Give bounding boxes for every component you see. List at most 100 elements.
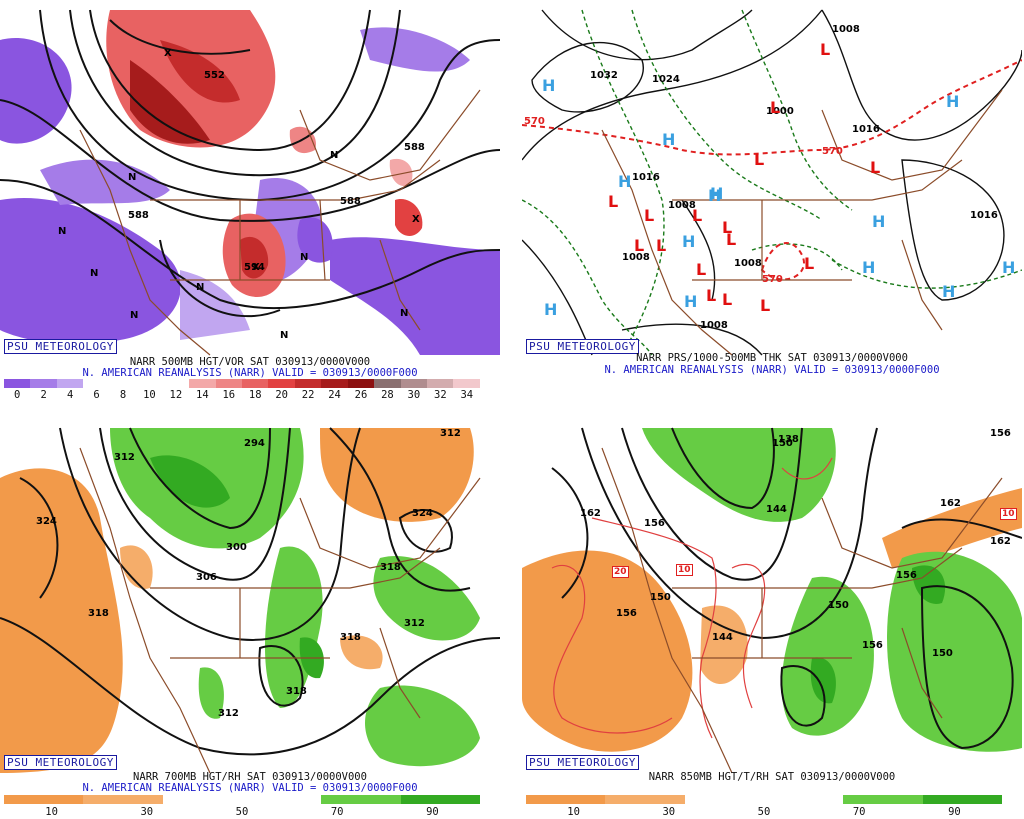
vorticity-min-symbol: N — [128, 172, 137, 183]
temperature-label: 20 — [612, 566, 629, 578]
contour-label: 594 — [244, 262, 265, 273]
colorbar-tick-label: 70 — [852, 806, 866, 818]
colorbar-swatch — [526, 795, 606, 804]
map-caption: NARR PRS/1000-500MB THK SAT 030913/0000V… — [636, 352, 908, 364]
pressure-map — [522, 0, 1022, 356]
map-caption: NARR 500MB HGT/VOR SAT 030913/0000V000 — [129, 356, 371, 368]
low-pressure-symbol: L — [656, 236, 667, 255]
colorbar-tick-label: 14 — [196, 389, 209, 401]
isobar-label: 1008 — [700, 320, 728, 331]
colorbar-tick-label: 32 — [434, 389, 447, 401]
high-pressure-symbol: H — [684, 292, 698, 311]
colorbar-tick-label: 28 — [381, 389, 394, 401]
colorbar-swatch — [162, 795, 242, 804]
contour-label: 318 — [340, 632, 361, 643]
high-pressure-symbol: H — [862, 258, 876, 277]
isobar-label: 1008 — [622, 252, 650, 263]
colorbar-swatch — [268, 379, 295, 388]
colorbar-swatch — [189, 379, 216, 388]
colorbar-swatch — [136, 379, 163, 388]
high-pressure-symbol: H — [542, 76, 556, 95]
temperature-label: 10 — [676, 564, 693, 576]
low-pressure-symbol: L — [820, 40, 831, 59]
contour-label: 588 — [404, 142, 425, 153]
psu-meteorology-logo: PSU METEOROLOGY — [4, 755, 117, 770]
colorbar-swatch — [83, 795, 163, 804]
colorbar-tick-label: 0 — [14, 389, 21, 401]
contour-label: 318 — [380, 562, 401, 573]
isobar-label: 1000 — [766, 106, 794, 117]
high-pressure-symbol: H — [662, 130, 676, 149]
contour-label: 324 — [36, 516, 57, 527]
colorbar-tick-label: 30 — [407, 389, 421, 401]
contour-label: 312 — [218, 708, 239, 719]
low-pressure-symbol: L — [804, 254, 815, 273]
rh-shading — [0, 428, 480, 773]
colorbar-swatch — [400, 379, 427, 388]
panel-850mb-temp-rh: 162 156 156 150 144 150 156 150 156 162 … — [522, 418, 1022, 818]
contour-label: 150 — [932, 648, 953, 659]
low-pressure-symbol: L — [722, 218, 733, 237]
thickness-label: 570 — [762, 274, 783, 285]
colorbar-swatch — [347, 379, 375, 388]
contour-label: 318 — [286, 686, 307, 697]
colorbar-tick-label: 34 — [460, 389, 474, 401]
contour-label: 150 — [828, 600, 849, 611]
low-pressure-symbol: L — [634, 236, 645, 255]
colorbar-tick-label: 10 — [45, 806, 58, 818]
map-valid-caption: N. AMERICAN REANALYSIS (NARR) VALID = 03… — [604, 364, 940, 376]
rh-colorbar — [526, 795, 1002, 804]
isobar-label: 1016 — [632, 172, 660, 183]
colorbar-tick-label: 18 — [248, 389, 262, 401]
low-pressure-symbol: L — [696, 260, 707, 279]
map-valid-caption: N. AMERICAN REANALYSIS (NARR) VALID = 03… — [82, 367, 418, 379]
contour-label: 294 — [244, 438, 265, 449]
isobar-label: 1008 — [734, 258, 762, 269]
isobar-label: 1008 — [832, 24, 860, 35]
thickness-label: 570 — [822, 146, 843, 157]
geographic-borders — [601, 89, 1003, 356]
psu-meteorology-logo: PSU METEOROLOGY — [526, 339, 639, 354]
rh-colorbar-ticks: 10 30 50 70 90 — [526, 806, 1002, 818]
isobar-label: 1008 — [668, 200, 696, 211]
vorticity-min-symbol: N — [300, 252, 309, 263]
vorticity-colorbar-ticks: 0 2 4 6 8 10 12 14 16 18 20 22 24 26 28 30 32 34 — [4, 389, 480, 401]
thickness-label: 570 — [524, 116, 545, 127]
colorbar-swatch — [241, 379, 269, 388]
colorbar-swatch — [215, 379, 242, 388]
colorbar-swatch — [843, 795, 923, 804]
high-pressure-symbol: H — [710, 184, 724, 203]
colorbar-tick-label: 10 — [143, 389, 156, 401]
panel-700mb-rh: 312 324 294 300 306 318 318 324 318 318 … — [0, 418, 500, 818]
high-pressure-symbol: H — [544, 300, 558, 319]
colorbar-swatch — [321, 795, 401, 804]
low-pressure-symbol: L — [722, 290, 733, 309]
contour-label: 588 — [340, 196, 361, 207]
colorbar-swatch — [241, 795, 322, 804]
colorbar-tick-label: 20 — [275, 389, 288, 401]
panel-500mb-vorticity: 552 588 588 588 594 N N N N N N N N N X … — [0, 0, 500, 401]
contour-label: 150 — [650, 592, 671, 603]
colorbar-swatch — [684, 795, 764, 804]
colorbar-tick-label: 12 — [169, 389, 183, 401]
colorbar-swatch — [400, 795, 480, 804]
colorbar-tick-label: 30 — [140, 806, 154, 818]
vorticity-max-symbol: X — [412, 214, 420, 225]
rh850-map — [522, 418, 1022, 774]
vorticity-min-symbol: N — [196, 282, 205, 293]
contour-label: 312 — [440, 428, 461, 439]
contour-label: 324 — [412, 508, 433, 519]
contour-label: 156 — [862, 640, 883, 651]
contour-label: 162 — [990, 536, 1011, 547]
colorbar-swatch — [605, 795, 685, 804]
isobar-label: 1016 — [852, 124, 880, 135]
colorbar-tick-label: 30 — [662, 806, 676, 818]
colorbar-tick-label: 90 — [426, 806, 439, 818]
colorbar-tick-label: 6 — [93, 389, 100, 401]
contour-label: 156 — [644, 518, 665, 529]
vorticity-map — [0, 0, 500, 356]
psu-meteorology-logo: PSU METEOROLOGY — [526, 755, 639, 770]
colorbar-swatch — [321, 379, 348, 388]
contour-label: 306 — [196, 572, 217, 583]
low-pressure-symbol: L — [706, 286, 717, 305]
